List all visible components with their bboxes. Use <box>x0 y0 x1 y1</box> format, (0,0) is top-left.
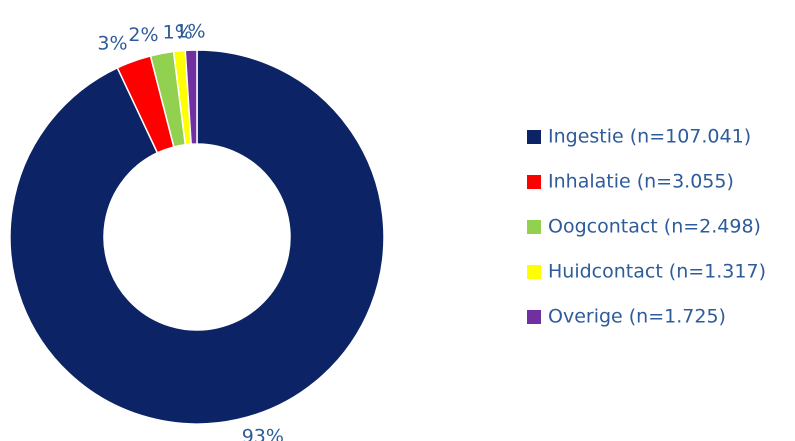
legend-label: Ingestie (n=107.041) <box>548 126 751 148</box>
legend-label: Overige (n=1.725) <box>548 306 726 328</box>
data-label: 2% <box>128 24 158 46</box>
legend-label: Inhalatie (n=3.055) <box>548 171 734 193</box>
legend-swatch <box>527 310 541 324</box>
legend-label: Huidcontact (n=1.317) <box>548 261 766 283</box>
legend-swatch <box>527 175 541 189</box>
donut-slice <box>9 49 385 425</box>
data-label: 93% <box>242 426 284 441</box>
donut-slice <box>184 49 198 145</box>
data-label: 1% <box>175 21 205 43</box>
legend-label: Oogcontact (n=2.498) <box>548 216 761 238</box>
legend-swatch <box>527 130 541 144</box>
data-label: 1% <box>163 21 193 43</box>
data-label: 3% <box>97 33 127 55</box>
legend-swatch <box>527 265 541 279</box>
legend-swatch <box>527 220 541 234</box>
